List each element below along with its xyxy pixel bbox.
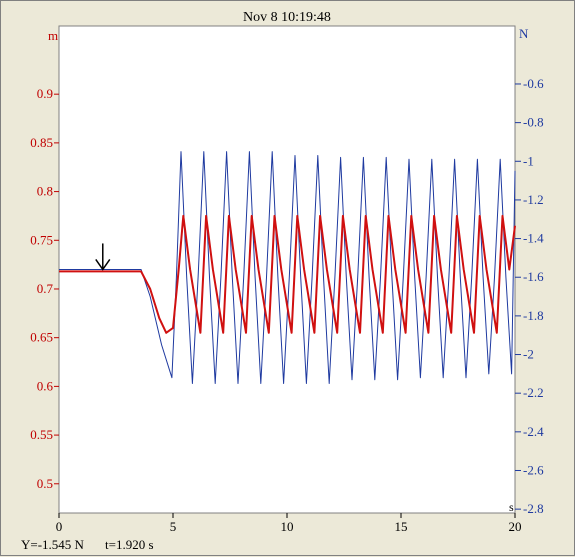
right-axis-unit: N xyxy=(519,26,529,41)
series-lines xyxy=(59,151,516,384)
right-tick-label: -1.8 xyxy=(523,308,544,323)
right-tick-label: -1.2 xyxy=(523,192,544,207)
left-axis-ticks: 0.5 0.55 0.6 0.65 0.7 0.75 0.8 0.85 0.9 xyxy=(30,86,59,491)
cursor-marker[interactable] xyxy=(95,243,111,271)
x-tick-label: 0 xyxy=(56,519,63,534)
y-readout: Y=-1.545 N xyxy=(21,537,84,552)
left-tick-label: 0.7 xyxy=(37,281,54,296)
right-tick-label: -0.8 xyxy=(523,115,544,130)
left-tick-label: 0.75 xyxy=(30,232,53,247)
chart-title: Nov 8 10:19:48 xyxy=(243,10,331,25)
t-readout: t=1.920 s xyxy=(105,537,154,552)
right-tick-label: -2 xyxy=(523,347,534,362)
right-tick-label: -2.4 xyxy=(523,424,544,439)
right-tick-label: -1.4 xyxy=(523,231,544,246)
x-tick-label: 20 xyxy=(509,519,522,534)
x-tick-label: 5 xyxy=(170,519,177,534)
left-tick-label: 0.5 xyxy=(37,476,53,491)
left-tick-label: 0.55 xyxy=(30,427,53,442)
right-tick-label: -1 xyxy=(523,153,534,168)
left-tick-label: 0.6 xyxy=(37,378,54,393)
x-axis-ticks: 0 5 10 15 20 xyxy=(56,513,522,534)
left-tick-label: 0.8 xyxy=(37,184,53,199)
right-tick-label: -2.6 xyxy=(523,462,544,477)
right-axis-ticks: -0.6 -0.8 -1 -1.2 -1.4 -1.6 -1.8 -2 -2.2 -2.4 -2.6… xyxy=(515,76,544,516)
position-series-line xyxy=(59,214,516,334)
right-tick-label: -2.2 xyxy=(523,385,544,400)
x-tick-label: 10 xyxy=(281,519,294,534)
force-series-line xyxy=(59,151,516,384)
left-tick-label: 0.9 xyxy=(37,86,53,101)
down-arrow-icon[interactable] xyxy=(95,259,111,271)
right-tick-label: -1.6 xyxy=(523,269,544,284)
x-axis-unit: s xyxy=(509,500,514,514)
x-tick-label: 15 xyxy=(395,519,408,534)
right-tick-label: -2.8 xyxy=(523,501,544,516)
right-tick-label: -0.6 xyxy=(523,76,544,91)
left-tick-label: 0.85 xyxy=(30,135,53,150)
left-tick-label: 0.65 xyxy=(30,330,53,345)
left-axis-unit: m xyxy=(48,28,58,43)
